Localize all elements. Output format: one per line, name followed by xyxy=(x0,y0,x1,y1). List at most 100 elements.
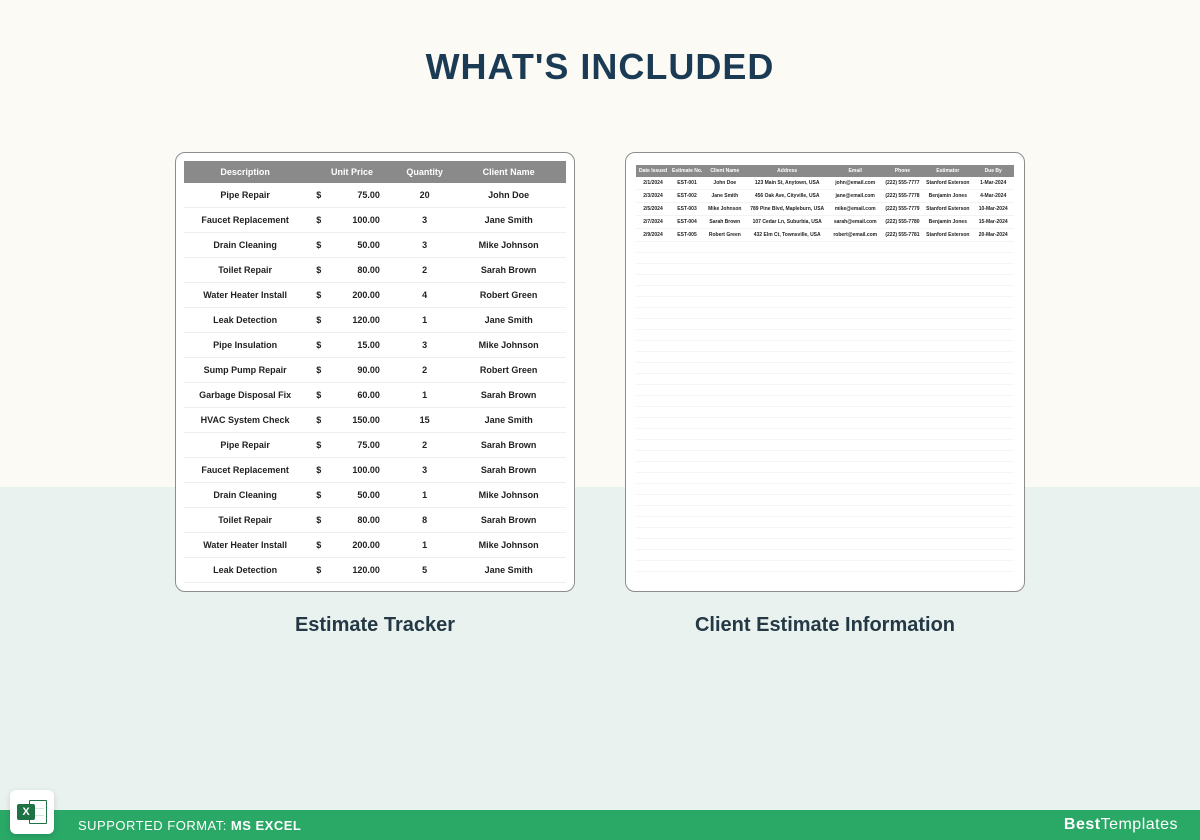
cell-qty: 8 xyxy=(398,508,451,533)
cell-price: 80.00 xyxy=(332,508,398,533)
cell-description: Pipe Insulation xyxy=(184,333,306,358)
cell-client: Robert Green xyxy=(451,358,566,383)
table-row: Leak Detection$120.005Jane Smith xyxy=(184,558,566,583)
excel-badge: X xyxy=(10,790,54,834)
cell-description: Water Heater Install xyxy=(184,283,306,308)
estimate-tracker-table: Description Unit Price Quantity Client N… xyxy=(184,161,566,583)
col-header: Client Name xyxy=(704,165,746,177)
cell: Sarah Brown xyxy=(704,216,746,229)
cell-client: Sarah Brown xyxy=(451,433,566,458)
cell-qty: 3 xyxy=(398,333,451,358)
col-header: Due By xyxy=(972,165,1014,177)
cell-qty: 1 xyxy=(398,533,451,558)
cell: 4-Mar-2024 xyxy=(972,190,1014,203)
cell-client: Jane Smith xyxy=(451,408,566,433)
cell: (222) 555-7778 xyxy=(882,190,924,203)
card-frame: Description Unit Price Quantity Client N… xyxy=(175,152,575,592)
cell-price: 80.00 xyxy=(332,258,398,283)
cell-client: Mike Johnson xyxy=(451,533,566,558)
cell: 789 Pine Blvd, Mapleburn, USA xyxy=(746,203,829,216)
col-description: Description xyxy=(184,161,306,183)
brand-bold: Best xyxy=(1064,816,1101,833)
table-row: Water Heater Install$200.004Robert Green xyxy=(184,283,566,308)
cell-price: 120.00 xyxy=(332,308,398,333)
table-row: 2/9/2024EST-005Robert Green432 Elm Ct, T… xyxy=(636,229,1014,242)
cell: mike@email.com xyxy=(829,203,882,216)
cell: Stanford Esterson xyxy=(923,177,972,190)
cell-client: Mike Johnson xyxy=(451,333,566,358)
cell: (222) 555-7779 xyxy=(882,203,924,216)
table-row: Pipe Repair$75.002Sarah Brown xyxy=(184,433,566,458)
cell-qty: 2 xyxy=(398,433,451,458)
col-client-name: Client Name xyxy=(451,161,566,183)
cell-price: 75.00 xyxy=(332,183,398,208)
cell-description: Drain Cleaning xyxy=(184,233,306,258)
col-quantity: Quantity xyxy=(398,161,451,183)
cell: Mike Johnson xyxy=(704,203,746,216)
cell: John Doe xyxy=(704,177,746,190)
cell: Benjamin Jones xyxy=(923,216,972,229)
cell: 2/5/2024 xyxy=(636,203,670,216)
card-client-info: Date IssuedEstimate No.Client NameAddres… xyxy=(625,152,1025,637)
table-row: Pipe Insulation$15.003Mike Johnson xyxy=(184,333,566,358)
cell: robert@email.com xyxy=(829,229,882,242)
cell-client: John Doe xyxy=(451,183,566,208)
table-row: 2/7/2024EST-004Sarah Brown107 Cedar Ln, … xyxy=(636,216,1014,229)
blank-grid-area xyxy=(636,242,1014,572)
cell-qty: 5 xyxy=(398,558,451,583)
format-label: SUPPORTED FORMAT: xyxy=(78,818,227,833)
cell-description: Faucet Replacement xyxy=(184,208,306,233)
table-row: HVAC System Check$150.0015Jane Smith xyxy=(184,408,566,433)
cell: sarah@email.com xyxy=(829,216,882,229)
cell-price: 200.00 xyxy=(332,283,398,308)
cell-qty: 1 xyxy=(398,308,451,333)
table-row: Water Heater Install$200.001Mike Johnson xyxy=(184,533,566,558)
brand-light: Templates xyxy=(1101,816,1178,833)
cell-price: 90.00 xyxy=(332,358,398,383)
cell-description: HVAC System Check xyxy=(184,408,306,433)
cell-qty: 1 xyxy=(398,483,451,508)
cell: 10-Mar-2024 xyxy=(972,203,1014,216)
cell: Stanford Esterson xyxy=(923,203,972,216)
table-row: Leak Detection$120.001Jane Smith xyxy=(184,308,566,333)
cell-qty: 4 xyxy=(398,283,451,308)
cell-price: 60.00 xyxy=(332,383,398,408)
table-row: 2/1/2024EST-001John Doe123 Main St, Anyt… xyxy=(636,177,1014,190)
cell-description: Leak Detection xyxy=(184,558,306,583)
card-frame: Date IssuedEstimate No.Client NameAddres… xyxy=(625,152,1025,592)
cell-client: Jane Smith xyxy=(451,208,566,233)
col-header: Date Issued xyxy=(636,165,670,177)
excel-icon: X xyxy=(17,797,47,827)
cell: EST-004 xyxy=(670,216,704,229)
cell-currency: $ xyxy=(306,558,331,583)
cell-client: Robert Green xyxy=(451,283,566,308)
table-row: Sump Pump Repair$90.002Robert Green xyxy=(184,358,566,383)
cell: Jane Smith xyxy=(704,190,746,203)
cell-client: Jane Smith xyxy=(451,308,566,333)
cell-client: Mike Johnson xyxy=(451,483,566,508)
cell: 2/9/2024 xyxy=(636,229,670,242)
cell: 107 Cedar Ln, Suburbia, USA xyxy=(746,216,829,229)
cell-price: 15.00 xyxy=(332,333,398,358)
table-header-row: Date IssuedEstimate No.Client NameAddres… xyxy=(636,165,1014,177)
table-row: Faucet Replacement$100.003Sarah Brown xyxy=(184,458,566,483)
cell: Benjamin Jones xyxy=(923,190,972,203)
cell: EST-005 xyxy=(670,229,704,242)
table-row: 2/3/2024EST-002Jane Smith456 Oak Ave, Ci… xyxy=(636,190,1014,203)
cell-client: Sarah Brown xyxy=(451,383,566,408)
cell-currency: $ xyxy=(306,358,331,383)
cell: Stanford Esterson xyxy=(923,229,972,242)
col-header: Email xyxy=(829,165,882,177)
cell-client: Jane Smith xyxy=(451,558,566,583)
cell: 2/1/2024 xyxy=(636,177,670,190)
cell-price: 120.00 xyxy=(332,558,398,583)
cell-description: Leak Detection xyxy=(184,308,306,333)
table-row: Faucet Replacement$100.003Jane Smith xyxy=(184,208,566,233)
cell-qty: 15 xyxy=(398,408,451,433)
cell-currency: $ xyxy=(306,208,331,233)
cell-currency: $ xyxy=(306,458,331,483)
cell: jane@email.com xyxy=(829,190,882,203)
table-row: Toilet Repair$80.002Sarah Brown xyxy=(184,258,566,283)
cell-description: Garbage Disposal Fix xyxy=(184,383,306,408)
cell: john@email.com xyxy=(829,177,882,190)
